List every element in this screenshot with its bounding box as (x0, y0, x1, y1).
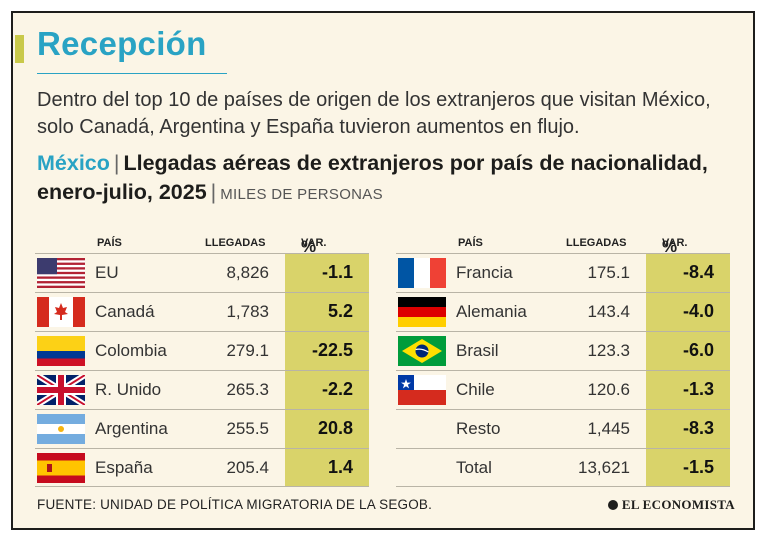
country-name: Canadá (95, 302, 155, 321)
var-column-highlight (285, 253, 369, 486)
table-row: Canadá 1,783 5.2 (35, 292, 369, 331)
table-row: Resto 1,445 -8.3 (396, 409, 730, 448)
variation-value: -6.0 (682, 340, 714, 360)
arrivals-value: 123.3 (587, 341, 630, 360)
arrivals-value: 279.1 (226, 341, 269, 360)
country-name: Total (456, 458, 492, 477)
country-name: Colombia (95, 341, 167, 360)
variation-value: -8.3 (682, 418, 714, 438)
chart-title: Llegadas aéreas de extranjeros por país … (37, 151, 708, 204)
table-row: Chile 120.6 -1.3 (396, 370, 730, 409)
variation-value: -1.1 (321, 262, 353, 282)
variation-value: -4.0 (682, 301, 714, 321)
column-header-pais: PAÍS (458, 237, 483, 249)
uk-flag-icon (37, 375, 85, 405)
column-header-pais: PAÍS (97, 237, 122, 249)
heading-separator: | (113, 151, 120, 175)
table-row: Alemania 143.4 -4.0 (396, 292, 730, 331)
country-name: Brasil (456, 341, 499, 360)
variation-value: 20.8 (317, 418, 353, 438)
variation-value: -1.3 (682, 379, 714, 399)
infographic-frame: Recepción Dentro del top 10 de países de… (11, 11, 755, 530)
page-title: Recepción (37, 25, 207, 62)
country-name: Alemania (456, 302, 527, 321)
column-header-llegadas: LLEGADAS (566, 237, 627, 249)
table-header: PAÍS LLEGADAS VAR. % (458, 237, 688, 256)
brand-logo: EL ECONOMISTA (607, 497, 735, 513)
chart-heading: México | Llegadas aéreas de extranjeros po… (37, 149, 747, 209)
canada-flag-icon (37, 297, 85, 327)
arrivals-value: 265.3 (226, 380, 269, 399)
country-name: Chile (456, 380, 495, 399)
table-row: R. Unido 265.3 -2.2 (35, 370, 369, 409)
table-row: Argentina 255.5 20.8 (35, 409, 369, 448)
variation-value: -22.5 (311, 340, 353, 360)
arrivals-value: 205.4 (226, 458, 269, 477)
chart-units: MILES DE PERSONAS (220, 186, 383, 203)
arrivals-value: 1,783 (226, 302, 269, 321)
variation-value: 5.2 (327, 301, 353, 321)
table-rows: EU 8,826 -1.1 Canadá 1,783 5.2 Colombia 279.1 -2… (35, 253, 369, 487)
table-row: Total 13,621 -1.5 (396, 448, 730, 487)
heading-separator-2: | (210, 180, 217, 204)
colombia-flag-icon (37, 336, 85, 366)
table-header: PAÍS LLEGADAS VAR. % (97, 237, 327, 256)
france-flag-icon (398, 258, 446, 288)
table-row: Francia 175.1 -8.4 (396, 253, 730, 292)
heading-country: México (37, 151, 110, 175)
arrivals-value: 120.6 (587, 380, 630, 399)
table-row: España 205.4 1.4 (35, 448, 369, 487)
table-row: Colombia 279.1 -22.5 (35, 331, 369, 370)
country-name: R. Unido (95, 380, 162, 399)
table-row: Brasil 123.3 -6.0 (396, 331, 730, 370)
source-note: FUENTE: UNIDAD DE POLÍTICA MIGRATORIA DE… (37, 497, 433, 512)
brazil-flag-icon (398, 336, 446, 366)
arrivals-value: 255.5 (226, 419, 269, 438)
spain-flag-icon (37, 453, 85, 483)
column-header-llegadas: LLEGADAS (205, 237, 266, 249)
variation-value: -2.2 (321, 379, 353, 399)
brand-icon (607, 500, 618, 510)
title-accent-bar (15, 35, 24, 63)
variation-value: 1.4 (327, 457, 353, 477)
variation-value: -8.4 (682, 262, 714, 282)
var-column-highlight (646, 253, 730, 486)
table-left: PAÍS LLEGADAS VAR. % EU 8,826 -1.1 Canadá 1,… (35, 231, 369, 487)
germany-flag-icon (398, 297, 446, 327)
usa-flag-icon (37, 258, 85, 288)
variation-value: -1.5 (682, 457, 714, 477)
arrivals-value: 1,445 (587, 419, 630, 438)
table-row: EU 8,826 -1.1 (35, 253, 369, 292)
arrivals-value: 143.4 (587, 302, 630, 321)
arrivals-value: 8,826 (226, 263, 269, 282)
country-name: Francia (456, 263, 513, 282)
arrivals-value: 175.1 (587, 263, 630, 282)
country-name: Argentina (95, 419, 168, 438)
country-name: EU (95, 263, 119, 282)
table-right: PAÍS LLEGADAS VAR. % Francia 175.1 -8.4 Ale… (396, 231, 730, 487)
country-name: Resto (456, 419, 501, 438)
title-underline (37, 73, 227, 74)
country-name: España (95, 458, 153, 477)
subtitle: Dentro del top 10 de países de origen de… (37, 89, 711, 138)
table-rows: Francia 175.1 -8.4 Alemania 143.4 -4.0 Brasil 1… (396, 253, 730, 487)
arrivals-value: 13,621 (578, 458, 630, 477)
argentina-flag-icon (37, 414, 85, 444)
chile-flag-icon (398, 375, 446, 405)
